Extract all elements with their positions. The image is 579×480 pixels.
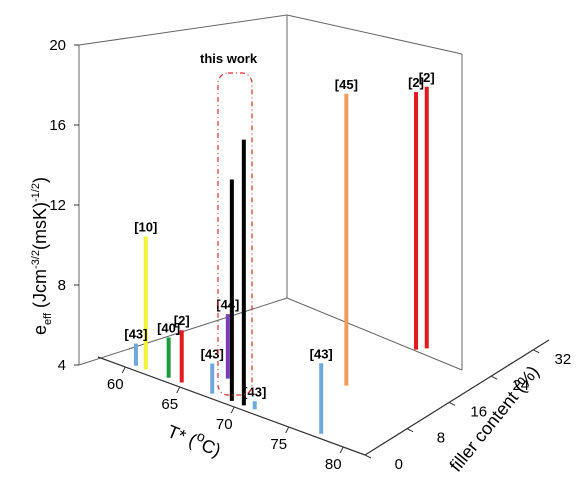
bar-label-0: [43] [124, 327, 147, 342]
y-tick-label: 8 [437, 430, 445, 447]
z-tick-label: 4 [58, 357, 66, 374]
x-tick-label: 80 [325, 456, 342, 473]
x-axis-line [97, 356, 366, 456]
box-edge-floor-back-right [286, 297, 463, 371]
box-edge-top-right [286, 14, 463, 55]
y-axis-line [364, 339, 550, 456]
x-tick-mark [339, 446, 344, 454]
bar-label-2: [40] [157, 320, 180, 335]
floor-front-edges [97, 339, 550, 456]
y-tick-label: 16 [470, 403, 487, 420]
bar-label-9: [43] [310, 346, 333, 361]
z-tick-label: 20 [49, 37, 66, 54]
bar-label-5: [44] [216, 297, 239, 312]
bar-label-10: [45] [335, 77, 358, 92]
x-tick-label: 70 [216, 416, 233, 433]
x-tick-label: 75 [270, 436, 287, 453]
z-tick-label: 16 [49, 117, 66, 134]
z-axis-title: eeff (Jcm-3/2(msK)-1/2) [30, 177, 54, 335]
box-edge-top-left [78, 14, 288, 46]
z-tick-label: 8 [58, 277, 66, 294]
x-tick-mark [121, 366, 126, 374]
y-tick-mark [406, 428, 414, 433]
x-tick-mark [176, 386, 181, 394]
x-tick-label: 60 [107, 376, 124, 393]
x-tick-mark [230, 406, 235, 414]
y-tick-mark [364, 454, 372, 459]
bar-label-12: [2] [419, 70, 435, 85]
this-work-highlight-box [217, 72, 253, 396]
y-axis-title: filler content (%) [446, 362, 543, 476]
y-tick-label: 24 [512, 377, 529, 394]
annotation-this-work: this work [200, 51, 258, 66]
bar-label-4: [43] [201, 347, 224, 362]
y-tick-mark [533, 349, 540, 354]
y-tick-label: 0 [395, 456, 403, 473]
bar-label-3: [2] [174, 313, 190, 328]
y-tick-mark [448, 401, 456, 406]
bar-label-11: [2] [408, 75, 424, 90]
y-tick-mark [490, 375, 498, 380]
x-tick-mark [285, 426, 290, 434]
z-tick-label: 12 [49, 197, 66, 214]
bar-label-1: [10] [134, 219, 157, 234]
x-tick-label: 65 [161, 396, 178, 413]
axes-box [78, 14, 463, 371]
bar-label-8: [43] [243, 384, 266, 399]
y-tick-label: 32 [555, 351, 572, 368]
